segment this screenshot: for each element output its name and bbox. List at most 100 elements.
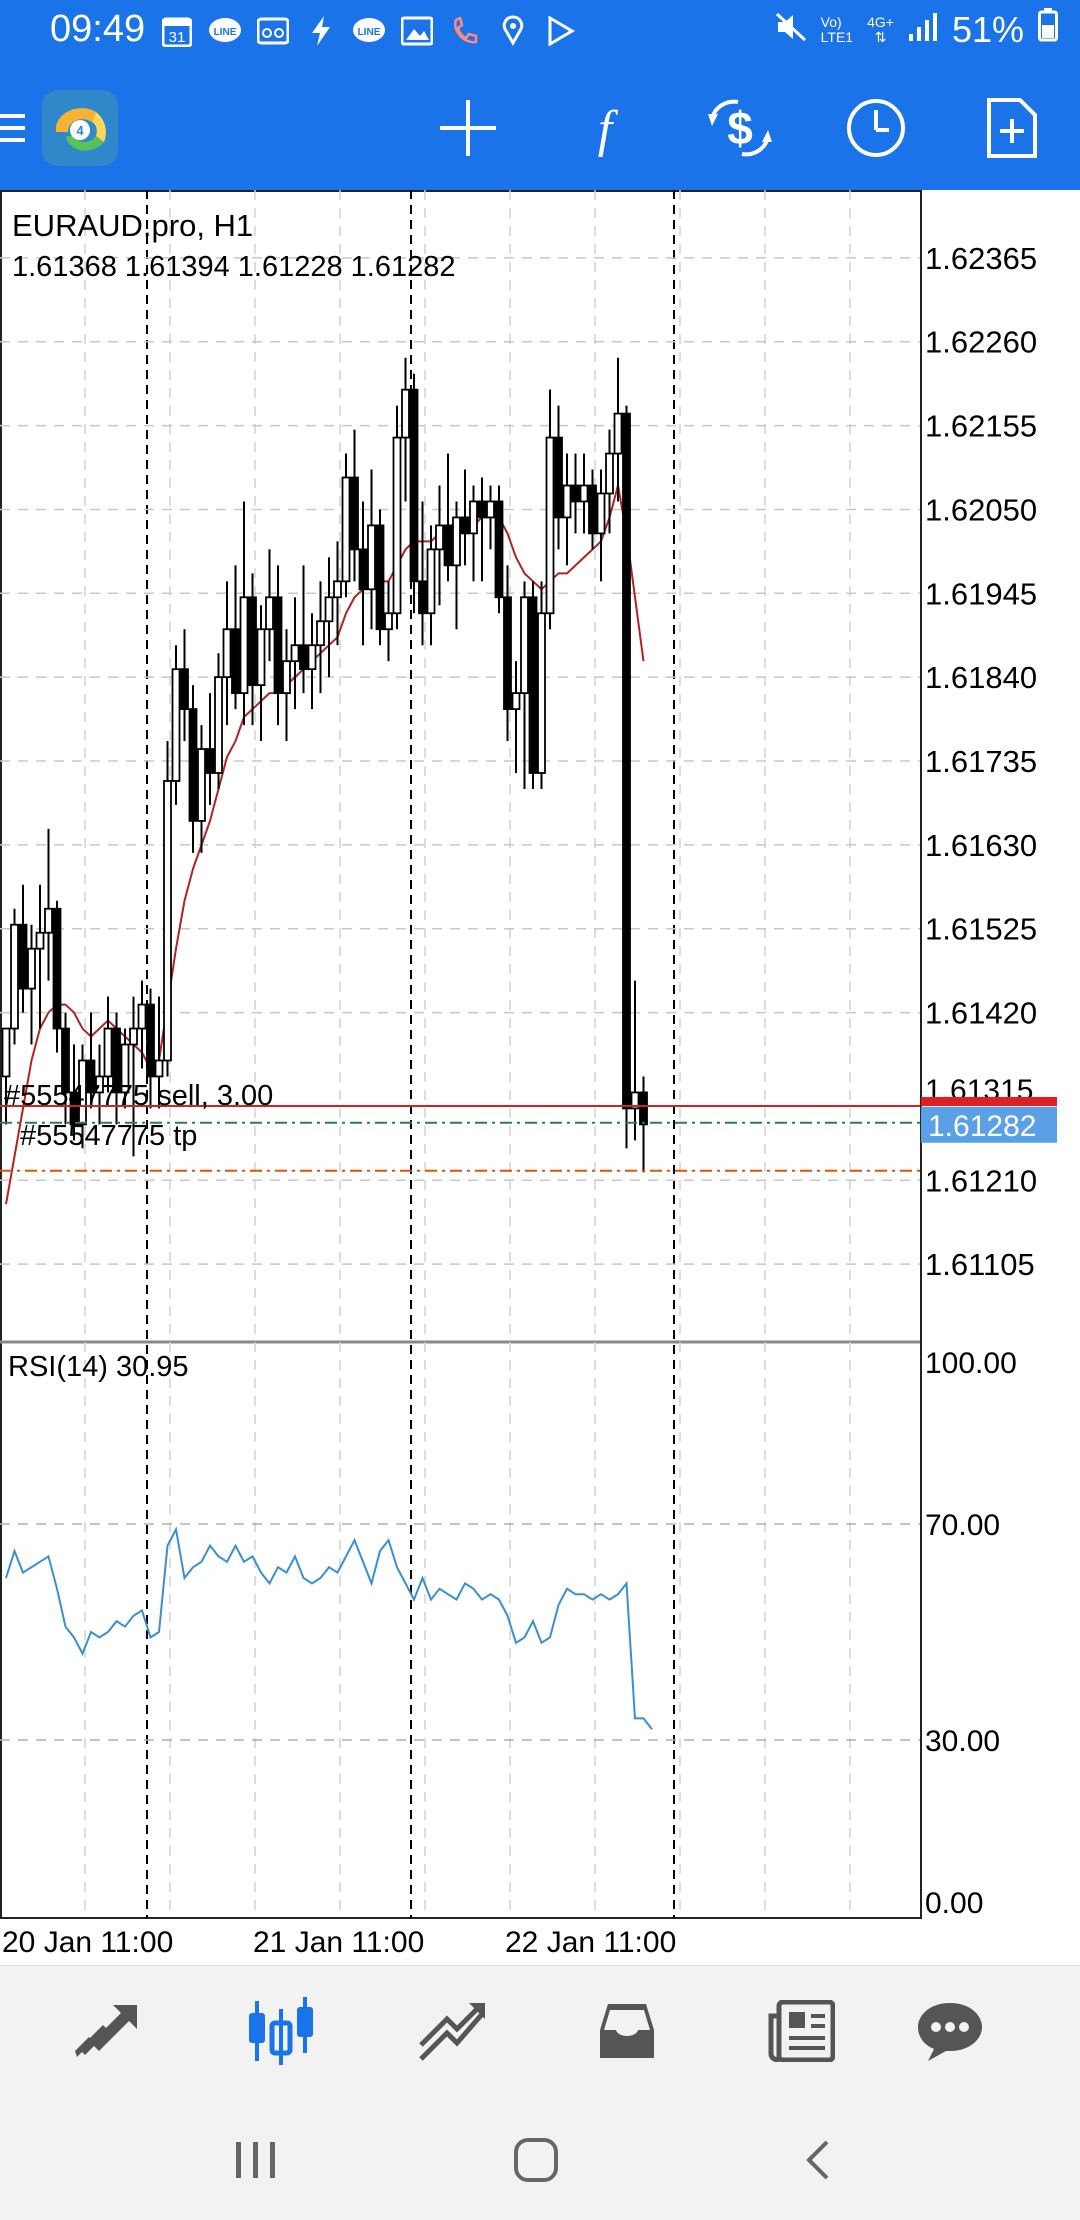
calendar-day: 31	[169, 29, 186, 46]
history-icon[interactable]	[582, 1988, 672, 2074]
home-icon[interactable]	[496, 2125, 576, 2195]
battery-percent: 51%	[951, 8, 1024, 50]
line-icon: LINE	[208, 14, 242, 48]
candle	[520, 581, 529, 789]
objects-icon[interactable]	[972, 88, 1052, 168]
candle	[205, 693, 215, 805]
candle	[163, 741, 172, 1077]
candle-body-bear	[69, 1091, 79, 1126]
svg-text:LINE: LINE	[214, 27, 237, 38]
candle	[188, 685, 198, 853]
news-icon[interactable]	[756, 1988, 846, 2074]
candle-body-bull	[307, 644, 317, 671]
candle	[537, 581, 546, 789]
candle-body-bull	[579, 484, 589, 503]
svg-text:f: f	[598, 101, 619, 158]
price-tick-label: 1.62155	[925, 409, 1037, 444]
timeframe-icon[interactable]	[836, 88, 916, 168]
candle-body-bull	[469, 500, 478, 535]
candle	[256, 605, 266, 742]
tp-label: #55547775 tp	[20, 1120, 197, 1152]
signal-icon	[908, 9, 938, 51]
candle-body-bull	[613, 412, 623, 455]
volte-label: Vo)	[820, 13, 842, 30]
candle-body-bull	[290, 644, 300, 663]
candle-body-bear	[273, 596, 283, 695]
recents-icon[interactable]	[216, 2125, 296, 2195]
candle	[605, 429, 614, 534]
candle-body-bull	[511, 692, 521, 710]
candle	[35, 884, 45, 1029]
date-tick-label: 22 Jan 11:00	[505, 1926, 676, 1959]
notification-icons: 31 LINE LINE	[160, 14, 578, 48]
candle	[622, 405, 631, 1149]
price-tick-label: 1.61105	[925, 1247, 1035, 1282]
play-store-icon	[544, 14, 578, 48]
candle	[146, 988, 155, 1109]
candle-body-bull	[486, 500, 495, 519]
candle-body-bull	[95, 1075, 104, 1094]
system-nav	[0, 2095, 1080, 2220]
rsi-tick-label: 30.00	[925, 1725, 1000, 1758]
candle-body-bear	[554, 436, 563, 519]
candle-body-bull	[324, 596, 334, 623]
back-icon[interactable]	[778, 2125, 858, 2195]
candle-body-bear	[205, 748, 215, 774]
candle-body-bull	[282, 660, 291, 695]
candle-body-bull	[562, 484, 572, 519]
network-label: 4G+	[867, 13, 894, 30]
moving-average-line	[5, 485, 645, 1205]
chat-icon[interactable]	[905, 1988, 995, 2074]
crosshair-icon[interactable]	[428, 88, 508, 168]
bottom-nav	[0, 1965, 1080, 2096]
candle-body-bear	[622, 412, 631, 1110]
line-icon-2: LINE	[352, 14, 386, 48]
chart-area[interactable]: 20 Jan 11:00 21 Jan 11:00 22 Jan 11:00 1.6…	[0, 190, 1080, 1965]
candle	[528, 581, 538, 789]
candle-body-bull	[596, 492, 606, 535]
candle	[554, 405, 563, 550]
candle	[78, 1044, 87, 1149]
candle-body-bull	[10, 923, 19, 1030]
quotes-icon[interactable]	[62, 1988, 152, 2074]
price-chart[interactable]: 20 Jan 11:00 21 Jan 11:00 22 Jan 11:00 1.6…	[0, 190, 1080, 1965]
trade-nav-icon[interactable]	[408, 1988, 498, 2074]
trade-icon[interactable]: $	[700, 88, 780, 168]
candle	[630, 980, 640, 1141]
rsi-label: RSI(14) 30.95	[8, 1351, 189, 1383]
chart-icon[interactable]	[236, 1988, 326, 2074]
hamburger-icon[interactable]	[0, 88, 40, 168]
price-tick-label: 1.62365	[925, 241, 1037, 276]
candle	[443, 453, 453, 582]
volte-indicator: Vo) LTE1	[820, 13, 853, 45]
candle	[120, 1028, 130, 1109]
candle	[129, 996, 138, 1157]
candle	[418, 501, 427, 646]
candle	[384, 581, 393, 662]
candle	[639, 1076, 648, 1173]
metatrader-logo[interactable]: 4	[40, 88, 120, 168]
candle-body-bear	[460, 516, 470, 535]
indicators-icon[interactable]: f	[565, 88, 645, 168]
candle-body-bear	[477, 500, 487, 519]
rsi-tick-label: 70.00	[925, 1509, 1000, 1542]
price-tick-label: 1.62260	[925, 325, 1037, 360]
rsi-tick-label: 0.00	[925, 1887, 983, 1920]
network-indicator: 4G+ ⇅	[867, 13, 894, 45]
candle-body-bull	[163, 780, 172, 1062]
bolt-icon	[304, 14, 338, 48]
candle	[171, 645, 181, 805]
candle-body-bear	[188, 708, 198, 822]
status-bar: 09:49 31 LINE LINE Vo) LTE1 4G+ ⇅ 51%	[0, 0, 1080, 66]
candle-body-bear	[231, 628, 240, 695]
candle	[392, 405, 402, 630]
calendar-icon: 31	[160, 14, 194, 48]
current-price-tag	[921, 1106, 1057, 1143]
candle-body-bear	[375, 524, 385, 631]
candle	[69, 1044, 79, 1141]
candle	[265, 549, 274, 662]
candle	[367, 469, 376, 630]
candle-body-bull	[367, 524, 376, 591]
candle-body-bull	[239, 596, 249, 695]
candle	[401, 357, 410, 502]
